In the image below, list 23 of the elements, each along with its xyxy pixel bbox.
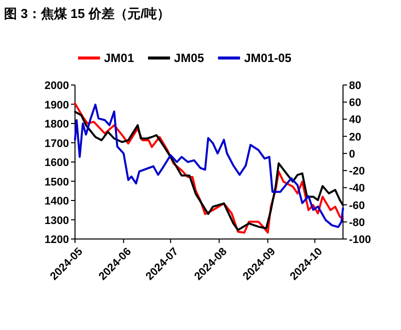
y2-tick-label: -60 [349, 200, 365, 212]
y-tick-label: 1500 [44, 176, 69, 188]
chart-title: 图 3：焦煤 15 价差（元/吨） [4, 6, 170, 21]
y2-tick-label: 0 [349, 148, 356, 160]
y-tick-label: 1800 [44, 118, 69, 130]
y-tick-label: 1600 [44, 157, 69, 169]
y-tick-label: 1400 [44, 196, 69, 208]
legend-label: JM05 [174, 51, 204, 65]
y-tick-label: 1200 [44, 234, 69, 246]
y2-tick-label: 20 [349, 131, 362, 144]
y2-tick-label: 40 [349, 114, 362, 126]
y-tick-label: 1300 [44, 214, 69, 227]
legend-label: JM01 [104, 51, 134, 65]
legend-label: JM01-05 [244, 51, 292, 65]
y-tick-label: 1700 [44, 138, 69, 150]
y2-tick-label: 60 [349, 97, 362, 110]
y2-tick-label: -40 [349, 182, 365, 195]
y-tick-label: 2000 [44, 80, 69, 92]
y2-tick-label: -20 [349, 166, 365, 178]
y-tick-label: 1900 [44, 99, 69, 112]
y2-tick-label: -100 [349, 234, 372, 246]
y2-tick-label: 80 [349, 80, 362, 92]
y2-tick-label: -80 [349, 216, 365, 229]
